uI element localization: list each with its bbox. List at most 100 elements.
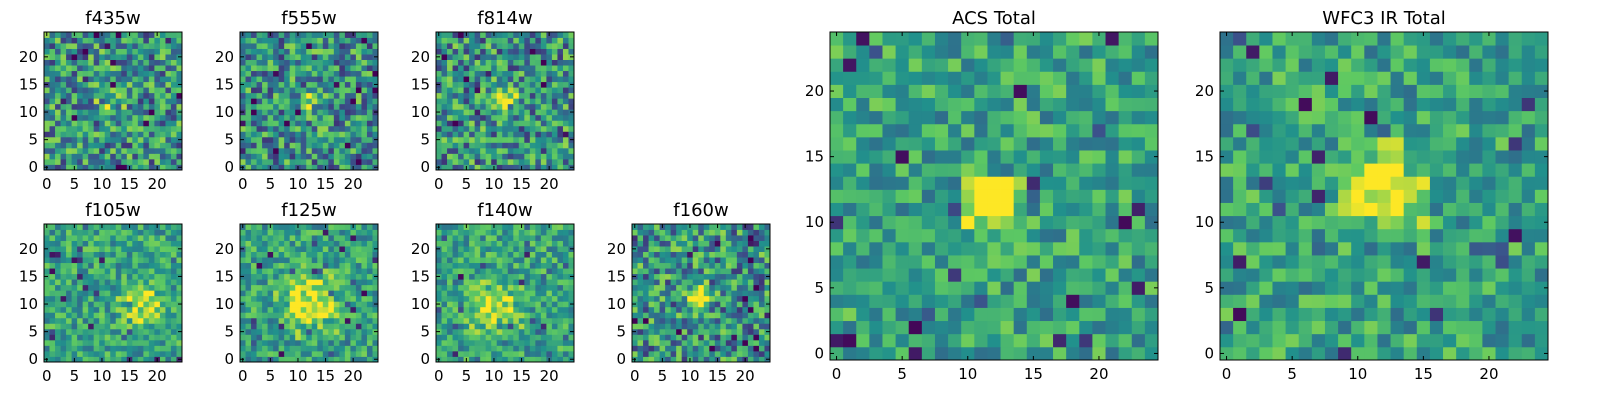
heatmap-cell: [458, 251, 464, 258]
heatmap-cell: [458, 114, 464, 121]
heatmap-cell: [300, 98, 307, 105]
heatmap-cell: [251, 323, 257, 330]
heatmap-cell: [49, 153, 56, 160]
heatmap-cell: [469, 224, 476, 230]
heatmap-cell: [469, 345, 476, 352]
heatmap-cell: [267, 328, 274, 335]
heatmap-cell: [295, 312, 302, 319]
heatmap-cell: [535, 273, 542, 280]
heatmap-cell: [507, 131, 514, 138]
heatmap-cell: [333, 54, 340, 60]
heatmap-cell: [333, 43, 340, 49]
heatmap-cell: [339, 323, 346, 330]
heatmap-cell: [306, 32, 313, 38]
x-tick-label: 20: [148, 175, 167, 193]
heatmap-cell: [447, 125, 453, 132]
heatmap-cell: [154, 125, 161, 132]
heatmap-cell: [300, 48, 307, 55]
heatmap-cell: [1039, 163, 1054, 177]
heatmap-cell: [60, 131, 67, 138]
heatmap-cell: [311, 345, 318, 352]
heatmap-cell: [154, 136, 161, 143]
heatmap-cell: [447, 301, 453, 308]
heatmap-cell: [148, 295, 155, 302]
heatmap-cell: [736, 350, 743, 357]
heatmap-cell: [670, 257, 677, 264]
heatmap-cell: [93, 295, 100, 302]
heatmap-cell: [295, 87, 302, 94]
heatmap-cell: [355, 153, 362, 160]
heatmap-cell: [562, 284, 569, 291]
heatmap-cell: [452, 235, 459, 241]
heatmap-cell: [176, 76, 183, 83]
heatmap-cell: [480, 301, 487, 308]
heatmap-cell: [540, 131, 547, 138]
heatmap-cell: [747, 356, 754, 363]
heatmap-cell: [1026, 202, 1041, 217]
heatmap-cell: [670, 334, 677, 341]
heatmap-cell: [469, 65, 476, 72]
heatmap-cell: [725, 279, 732, 286]
heatmap-cell: [289, 323, 296, 330]
heatmap-cell: [355, 240, 362, 247]
heatmap-cell: [1092, 163, 1106, 177]
heatmap-cell: [562, 290, 569, 297]
heatmap-cell: [502, 136, 509, 143]
heatmap-cell: [317, 70, 324, 77]
heatmap-cell: [681, 345, 688, 352]
heatmap-cell: [1026, 320, 1041, 335]
heatmap-cell: [104, 131, 111, 138]
heatmap-cell: [895, 176, 910, 190]
heatmap-cell: [245, 284, 252, 291]
heatmap-cell: [485, 153, 492, 160]
heatmap-cell: [278, 257, 285, 264]
heatmap-cell: [502, 306, 509, 313]
heatmap-cell: [262, 37, 268, 44]
heatmap-cell: [529, 87, 536, 94]
heatmap-cell: [344, 65, 351, 72]
heatmap-cell: [948, 150, 962, 164]
heatmap-cell: [637, 235, 644, 241]
heatmap-cell: [311, 257, 318, 264]
heatmap-cell: [88, 109, 95, 116]
heatmap-cell: [1039, 294, 1054, 308]
heatmap-cell: [1118, 294, 1133, 308]
heatmap-cell: [474, 120, 481, 127]
heatmap-cell: [562, 158, 569, 165]
heatmap-cell: [93, 92, 100, 99]
heatmap-cell: [502, 98, 509, 105]
heatmap-cell: [115, 345, 122, 352]
heatmap-cell: [361, 328, 368, 335]
heatmap-cell: [557, 262, 564, 269]
heatmap-cell: [251, 224, 257, 230]
heatmap-cell: [333, 290, 340, 297]
heatmap-cell: [88, 158, 95, 165]
heatmap-cell: [742, 301, 749, 308]
heatmap-cell: [491, 246, 498, 252]
heatmap-cell: [115, 290, 122, 297]
heatmap-cell: [676, 284, 683, 291]
heatmap-cell: [350, 114, 357, 121]
heatmap-cell: [77, 251, 84, 258]
heatmap-cell: [170, 345, 177, 352]
heatmap-cell: [278, 284, 285, 291]
heatmap-cell: [687, 334, 694, 341]
heatmap-cell: [93, 32, 100, 38]
heatmap-cell: [436, 284, 442, 291]
heatmap-cell: [742, 328, 749, 335]
heatmap-cell: [240, 334, 246, 341]
heatmap-cell: [121, 246, 128, 252]
heatmap-cell: [132, 131, 139, 138]
heatmap-cell: [350, 240, 357, 247]
heatmap-cell: [115, 350, 122, 357]
heatmap-cell: [463, 273, 470, 280]
heatmap-cell: [485, 334, 492, 341]
heatmap-cell: [463, 317, 470, 324]
heatmap-cell: [66, 268, 72, 275]
heatmap-cell: [698, 284, 705, 291]
heatmap-cell: [71, 114, 78, 121]
heatmap-cell: [709, 279, 716, 286]
heatmap-cell: [698, 350, 705, 357]
heatmap-cell: [725, 268, 732, 275]
